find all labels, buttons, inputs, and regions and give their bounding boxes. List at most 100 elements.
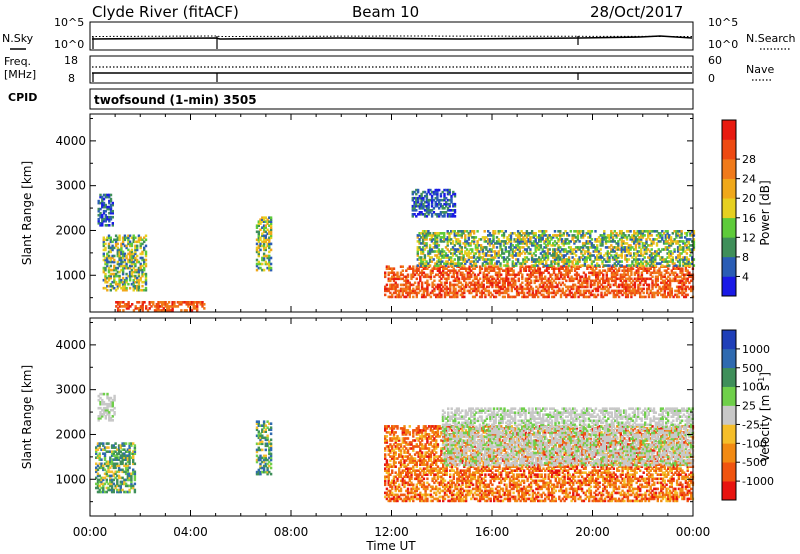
power-cell: [269, 262, 273, 266]
power-cell: [665, 283, 668, 287]
power-cell: [159, 305, 162, 308]
power-cell: [115, 305, 118, 308]
power-cell: [677, 287, 681, 291]
power-cell: [625, 246, 629, 249]
power-cell: [687, 230, 690, 233]
power-cell: [481, 236, 485, 239]
power-cell: [439, 238, 442, 241]
power-cell: [101, 197, 104, 201]
power-cell: [555, 242, 558, 245]
power-cell: [478, 291, 482, 295]
power-cell: [550, 244, 553, 247]
power-cell: [468, 281, 471, 285]
power-cell: [522, 295, 526, 299]
power-cell: [624, 242, 627, 245]
power-cell: [427, 264, 430, 267]
power-cell: [167, 309, 171, 312]
power-cell: [552, 244, 555, 247]
power-cell: [108, 199, 111, 203]
power-cell: [577, 273, 580, 277]
power-cell: [555, 258, 558, 261]
power-cell: [472, 238, 476, 241]
power-cell: [613, 254, 616, 257]
velocity-cell: [98, 474, 101, 478]
power-cell: [683, 277, 686, 281]
power-x-ticks: [89, 114, 694, 312]
velocity-cell: [396, 447, 399, 450]
velocity-cell: [97, 398, 100, 402]
power-cell: [542, 287, 545, 291]
velocity-cell: [403, 493, 406, 497]
power-cell: [565, 267, 568, 270]
velocity-cell: [100, 448, 103, 451]
power-cell: [134, 276, 137, 280]
power-cell: [668, 273, 672, 277]
power-cell: [625, 260, 629, 263]
power-cell: [467, 232, 470, 235]
power-cell: [599, 252, 602, 255]
power-cell: [575, 277, 579, 281]
power-cell: [636, 258, 639, 261]
power-cell: [423, 204, 427, 208]
power-cell: [511, 252, 514, 255]
power-cell: [532, 260, 536, 263]
power-cell: [638, 262, 641, 265]
velocity-cell: [257, 434, 260, 438]
power-cell: [401, 291, 404, 295]
power-cell: [609, 267, 612, 270]
power-cell: [643, 242, 646, 245]
power-cell: [518, 250, 521, 253]
power-cell: [489, 281, 492, 285]
power-cell: [488, 254, 492, 257]
power-cell: [527, 238, 530, 241]
power-cell: [155, 305, 158, 308]
velocity-cell: [110, 462, 114, 466]
power-cell: [663, 285, 666, 289]
power-cell: [194, 301, 197, 304]
velocity-cell: [257, 456, 260, 460]
power-cell: [134, 264, 137, 268]
power-cell: [689, 232, 692, 235]
power-cell: [150, 305, 153, 308]
power-cell: [497, 230, 500, 233]
power-cell: [116, 246, 119, 250]
velocity-cell: [401, 477, 404, 481]
velocity-cell: [126, 450, 130, 453]
power-cell: [594, 256, 597, 259]
power-cell: [449, 269, 452, 272]
velocity-cell: [384, 491, 387, 495]
power-cell: [541, 238, 544, 241]
power-cell: [459, 273, 462, 277]
velocity-cell: [392, 479, 396, 483]
power-cell: [623, 267, 626, 270]
velocity-cell: [268, 452, 271, 456]
velocity-cell: [109, 396, 113, 400]
velocity-cell: [396, 443, 399, 446]
power-cell: [636, 232, 639, 235]
power-cell: [118, 276, 121, 280]
power-cell: [468, 277, 471, 281]
power-cell: [143, 272, 146, 276]
power-cell: [589, 240, 592, 243]
power-cell: [141, 250, 144, 254]
power-cell: [475, 289, 478, 293]
power-cell: [122, 301, 125, 304]
power-cell: [434, 234, 437, 237]
power-cell: [123, 258, 127, 262]
power-cell: [269, 222, 273, 225]
velocity-cell: [105, 486, 108, 490]
power-cell: [412, 287, 415, 291]
power-cell: [464, 242, 467, 245]
power-cell: [535, 275, 538, 279]
velocity-cell: [264, 462, 267, 466]
power-cell: [159, 301, 162, 304]
power-cell: [104, 266, 107, 270]
power-cell: [628, 275, 631, 279]
power-cell: [538, 267, 542, 270]
velocity-cell: [95, 450, 98, 453]
power-cell: [104, 278, 107, 282]
power-cell: [121, 276, 125, 280]
power-cell: [102, 252, 105, 256]
velocity-cell: [401, 481, 404, 485]
power-cell: [128, 260, 132, 264]
